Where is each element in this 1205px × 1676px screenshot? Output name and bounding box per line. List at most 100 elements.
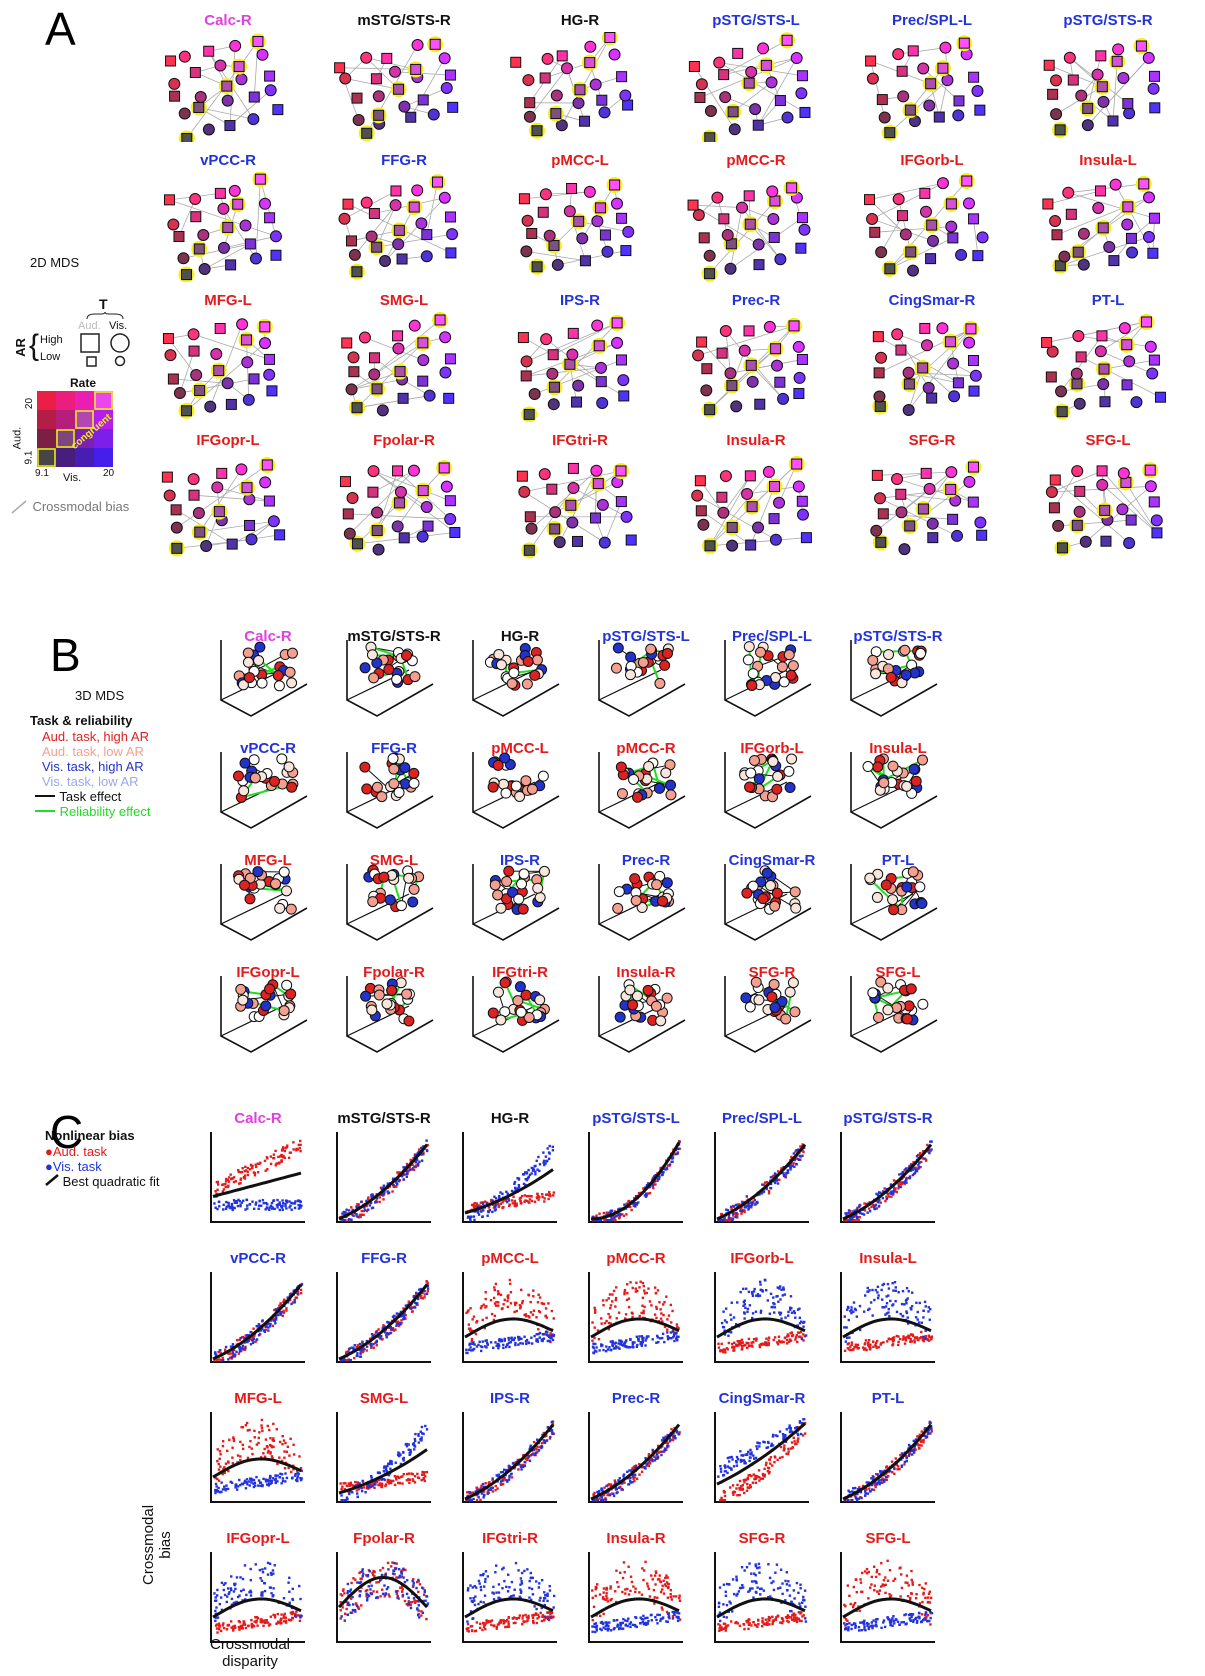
aud-task-point (390, 1328, 393, 1332)
vis-task-point (611, 1340, 614, 1343)
aud-task-point (469, 1327, 472, 1330)
vis-task-point (901, 1170, 905, 1174)
vis-task-point (666, 1331, 669, 1334)
vis-task-point (297, 1472, 300, 1476)
b-cell-hg-r: HG-R (457, 628, 583, 740)
vis-task-point (300, 1477, 303, 1480)
vis-task-point (920, 1321, 924, 1324)
bias-line (351, 371, 401, 390)
aud-task-point (902, 1335, 905, 1338)
legend-aud-high: Aud. task, high AR (42, 729, 149, 744)
aud-task-point (259, 1161, 262, 1164)
aud-task-point (638, 1314, 641, 1318)
aud-task-point (740, 1212, 743, 1215)
vis-task-point (481, 1340, 484, 1343)
aud-task-point (631, 1315, 634, 1319)
condition-circle (757, 42, 770, 55)
aud-task-point (213, 1359, 216, 1362)
mds-point (492, 889, 504, 901)
aud-task-point (728, 1219, 732, 1222)
b-plot (724, 640, 812, 717)
condition-square (565, 499, 577, 511)
aud-task-point (882, 1341, 885, 1344)
mds-point (529, 669, 541, 681)
bias-line (1101, 484, 1158, 534)
vis-task-point (487, 1210, 490, 1214)
aud-task-point (284, 1146, 287, 1150)
condition-square (516, 470, 528, 482)
condition-square (531, 261, 543, 273)
vis-task-point (775, 1295, 778, 1298)
vis-task-point (235, 1485, 238, 1488)
aud-task-point (252, 1327, 255, 1330)
aud-task-point (642, 1312, 645, 1315)
mds-point (867, 654, 879, 666)
vis-task-point (923, 1300, 927, 1304)
aud-task-point (277, 1162, 280, 1165)
b-roi-title: IFGopr-L (236, 964, 300, 981)
condition-circle (235, 463, 248, 476)
aud-task-point (636, 1289, 639, 1293)
aud-task-point (397, 1324, 401, 1328)
aud-task-point (747, 1342, 750, 1345)
condition-square (696, 336, 708, 348)
aud-task-point (407, 1300, 410, 1303)
condition-square (625, 534, 637, 546)
bias-line (246, 339, 250, 400)
condition-circle (371, 506, 384, 519)
b-plot (850, 864, 938, 941)
vis-task-point (399, 1321, 402, 1325)
b-cell-pmcc-r: pMCC-R (583, 740, 709, 852)
mds-point (285, 903, 297, 915)
vis-task-point (530, 1342, 534, 1345)
axes-3d (220, 864, 308, 941)
vis-task-point (756, 1293, 760, 1296)
aud-task-point (626, 1292, 629, 1295)
vis-task-point (527, 1175, 531, 1179)
vis-task-point (472, 1215, 476, 1218)
aud-task-point (617, 1311, 621, 1314)
vis-task-point (391, 1328, 394, 1331)
mds-point (883, 649, 895, 661)
axes-3d (472, 976, 560, 1053)
vis-task-point (243, 1341, 246, 1344)
bias-line (889, 79, 948, 133)
axes-3d (346, 976, 434, 1053)
aud-task-point (370, 1346, 373, 1349)
aud-task-point (297, 1143, 300, 1147)
condition-circle (936, 322, 949, 335)
aud-task-point (732, 1214, 735, 1217)
vis-task-point (233, 1206, 236, 1210)
condition-square (796, 212, 808, 224)
mds-point (386, 984, 398, 996)
aud-task-point (344, 1351, 348, 1355)
aud-task-point (761, 1342, 764, 1346)
condition-square (444, 69, 456, 81)
vis-task-point (238, 1350, 242, 1353)
mds-point (239, 757, 251, 769)
vis-task-point (525, 1342, 528, 1346)
mds-point (916, 898, 928, 910)
mds-point (872, 761, 884, 773)
vis-task-point (293, 1298, 296, 1302)
aud-task-point (378, 1200, 381, 1204)
mds-point (766, 991, 778, 1003)
mds-point (769, 1001, 781, 1013)
panel-b-grid: Calc-R mSTG/STS-R HG-R pSTG/STS-L Prec/SPL-L… (205, 628, 1160, 1078)
vis-task-point (468, 1217, 472, 1221)
condition-circle (590, 464, 603, 477)
condition-circle (1077, 227, 1090, 240)
aud-task-point (263, 1159, 267, 1163)
aud-task-point (863, 1202, 866, 1205)
mds-point (514, 981, 526, 993)
aud-task-point (515, 1202, 518, 1205)
b-roi-title: pMCC-R (616, 740, 676, 757)
aud-task-point (221, 1444, 225, 1448)
aud-task-point (743, 1204, 746, 1207)
vis-task-point (238, 1200, 241, 1203)
a-roi-title: IFGtri-R (552, 432, 608, 449)
vis-task-point (786, 1169, 790, 1172)
aud-task-point (484, 1297, 487, 1301)
mds-point (281, 885, 293, 897)
condition-square (615, 354, 627, 366)
